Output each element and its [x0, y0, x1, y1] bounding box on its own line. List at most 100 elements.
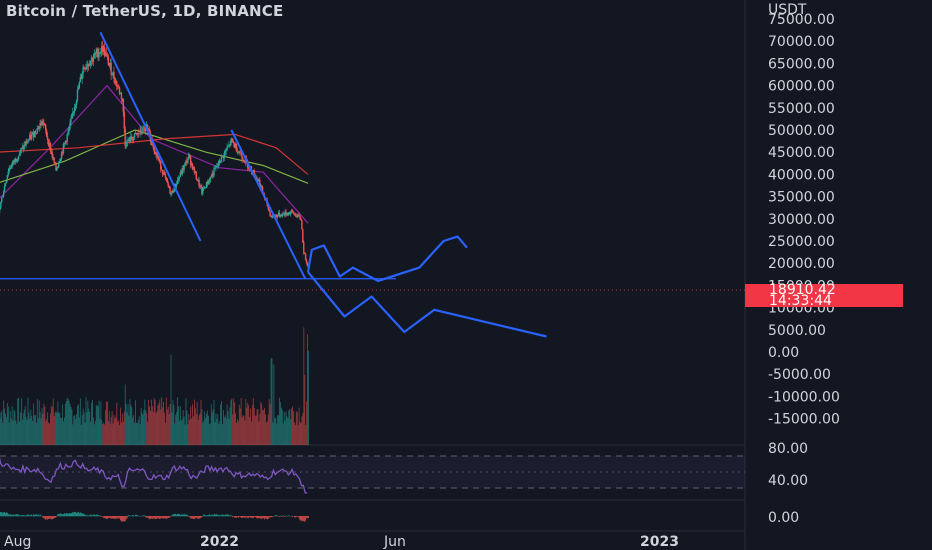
- candle-body: [145, 125, 148, 126]
- candle-body: [287, 213, 289, 215]
- candle-2021-10-21: [83, 65, 85, 70]
- volume-bar-2021-11-29: [120, 407, 121, 445]
- macd-bar-2021-10-26: [88, 515, 90, 517]
- candle-body: [60, 152, 63, 159]
- macd-bar-2021-11-30: [121, 516, 122, 522]
- volume-bar-2022-04-25: [257, 409, 259, 445]
- macd-bar-2022-03-18: [222, 514, 223, 517]
- candle-2021-09-02: [37, 125, 39, 130]
- volume-bar-2021-11-23: [114, 418, 116, 445]
- macd-bar-2021-09-09: [44, 516, 46, 519]
- volume-bar-2022-06-07: [297, 424, 299, 445]
- symbol-title[interactable]: Bitcoin / TetherUS, 1D, BINANCE: [6, 2, 284, 20]
- volume-bar-2022-05-31: [291, 408, 293, 445]
- volume-bar-2022-04-08: [241, 417, 243, 445]
- macd-bar-2022-03-01: [206, 515, 208, 517]
- candle-body: [1, 197, 3, 203]
- price-tick-label: 5000.00: [768, 323, 826, 339]
- macd-bar-2021-09-24: [58, 513, 60, 517]
- candle-body: [275, 215, 278, 218]
- volume-bar-2021-10-01: [64, 403, 66, 445]
- macd-bar-2021-08-10: [16, 514, 18, 517]
- candle-body: [22, 146, 24, 149]
- candle-2022-02-12: [189, 155, 192, 169]
- candle-body: [261, 186, 264, 193]
- volume-bar-2021-09-01: [36, 399, 38, 445]
- candle-2021-08-10: [16, 158, 18, 163]
- macd-bar-2022-01-12: [161, 516, 163, 519]
- candle-body: [28, 139, 30, 142]
- volume-bar-2021-12-21: [140, 408, 142, 445]
- macd-bar-2021-09-04: [39, 514, 41, 517]
- time-axis[interactable]: Aug 2022 Jun 2023: [4, 534, 679, 550]
- volume-bar-2022-02-01: [179, 406, 181, 445]
- candle-2022-04-15: [247, 167, 250, 171]
- volume-bar-2022-02-05: [183, 416, 185, 445]
- candle-body: [167, 182, 169, 187]
- macd-bar-2021-11-26: [117, 516, 119, 519]
- candle-body: [217, 160, 220, 166]
- volume-bar-2022-06-02: [293, 411, 294, 445]
- macd-bar-2021-10-18: [80, 513, 82, 517]
- candle-2021-11-07: [99, 51, 101, 55]
- volume-bar-2022-03-04: [208, 424, 210, 445]
- macd-bar-2022-03-14: [218, 514, 220, 517]
- candle-2022-03-01: [205, 181, 208, 189]
- volume-bar-2021-09-11: [46, 418, 48, 445]
- candle-body: [171, 190, 173, 194]
- candle-body: [292, 211, 295, 214]
- time-tick-label: 2023: [640, 534, 679, 550]
- candle-body: [276, 215, 279, 218]
- candle-body: [161, 170, 164, 175]
- candle-body: [211, 173, 213, 178]
- volume-bar-2021-09-23: [57, 401, 59, 445]
- macd-bar-2021-08-08: [14, 515, 16, 517]
- trend-drawings[interactable]: [0, 31, 547, 338]
- macd-bar-2021-10-24: [86, 514, 88, 517]
- macd-bar-2021-08-20: [25, 515, 27, 517]
- candle-body: [111, 74, 113, 76]
- volume-bar-2021-08-05: [11, 406, 13, 445]
- candle-body: [169, 187, 171, 195]
- volume-bar-2021-12-30: [149, 406, 150, 445]
- candle-body: [80, 77, 82, 79]
- candle-2022-06-01: [291, 209, 294, 214]
- macd-bar-2022-03-26: [229, 515, 231, 517]
- macd-bar-2021-12-19: [138, 515, 140, 517]
- macd-bar-2022-05-05: [266, 516, 268, 520]
- volume-bar-2021-09-30: [63, 417, 65, 445]
- candle-body: [6, 175, 9, 181]
- macd-bar-2021-09-13: [48, 516, 49, 520]
- candle-2021-08-13: [18, 151, 21, 156]
- candle-2021-08-20: [25, 138, 27, 149]
- candle-body: [56, 168, 58, 171]
- macd-bar-2021-11-07: [99, 515, 101, 517]
- volume-bar-2021-10-14: [77, 405, 78, 445]
- candle-body: [71, 113, 73, 119]
- candle-2022-01-25: [173, 188, 175, 194]
- macd-bar-2021-10-16: [78, 513, 80, 517]
- macd-bar-2022-01-30: [178, 513, 179, 517]
- candle-body: [76, 89, 79, 101]
- macd-bar-2021-11-15: [107, 516, 108, 520]
- candle-2022-06-13: [303, 240, 305, 255]
- candle-2021-10-02: [65, 140, 67, 145]
- candle-2021-09-30: [63, 142, 66, 148]
- macd-bar-2021-12-10: [130, 515, 132, 517]
- volume-bar-2021-11-26: [117, 421, 119, 445]
- volume-bar-2022-06-18: [308, 350, 309, 445]
- macd-bar-2021-08-28: [33, 514, 35, 517]
- candle-2021-11-03: [95, 47, 97, 58]
- macd-bar-2022-05-24: [284, 516, 286, 517]
- volume-bar-2021-12-24: [143, 409, 145, 445]
- candle-body: [183, 165, 185, 171]
- candle-body: [81, 73, 83, 79]
- candle-body: [7, 171, 9, 176]
- candle-body: [190, 163, 193, 165]
- candle-2021-07-31: [6, 174, 9, 182]
- price-tick-label: 50000.00: [768, 123, 835, 139]
- macd-bar-2022-01-17: [165, 516, 167, 520]
- candle-2021-12-09: [129, 136, 131, 145]
- macd-bar-2022-06-06: [296, 516, 298, 518]
